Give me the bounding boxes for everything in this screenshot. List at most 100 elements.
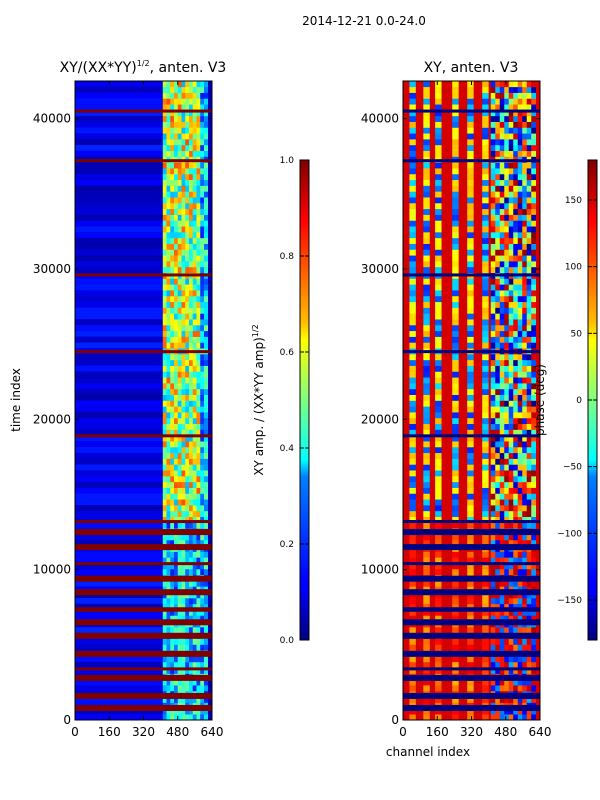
- phase-cell: [508, 98, 514, 105]
- phase-stripe-cell: [409, 470, 416, 477]
- phase-stripe-cell: [452, 441, 459, 448]
- amplitude-row-band: [75, 499, 163, 506]
- amplitude-cell: [196, 232, 201, 239]
- amplitude-cell: [188, 476, 194, 483]
- amplitude-cell: [177, 534, 182, 541]
- phase-stripe-cell: [482, 168, 489, 175]
- amplitude-cell: [200, 592, 205, 599]
- phase-cell: [526, 365, 532, 372]
- phase-stripe-cell: [467, 313, 474, 320]
- phase-stripe-cell: [467, 493, 474, 500]
- phase-cell: [495, 255, 501, 262]
- amplitude-cell: [188, 208, 194, 215]
- phase-cell: [531, 714, 537, 720]
- amplitude-cell: [196, 336, 201, 343]
- amplitude-cell: [174, 446, 179, 454]
- amplitude-masked-row: [75, 350, 212, 354]
- phase-cell: [499, 505, 505, 512]
- phase-stripe-cell: [452, 208, 459, 215]
- amplitude-cell: [188, 417, 194, 425]
- phase-cell: [490, 237, 496, 244]
- amplitude-cell: [181, 563, 186, 570]
- phase-stripe-cell: [482, 359, 489, 366]
- amplitude-cell: [162, 377, 167, 384]
- phase-cell: [517, 121, 523, 128]
- amplitude-cell: [177, 551, 182, 558]
- phase-stripe-cell: [467, 133, 474, 140]
- amplitude-cell: [162, 615, 167, 622]
- phase-cell: [526, 499, 532, 506]
- phase-cell: [504, 324, 510, 332]
- amplitude-cell: [203, 104, 209, 111]
- phase-stripe-cell: [435, 249, 442, 256]
- phase-cell: [522, 185, 528, 192]
- phase-cell: [522, 708, 528, 715]
- phase-stripe-cell: [482, 237, 489, 244]
- phase-cell: [504, 144, 510, 152]
- phase-cell: [504, 104, 510, 111]
- phase-cell: [517, 452, 523, 459]
- amplitude-cell: [174, 423, 179, 430]
- phase-cell: [508, 383, 514, 390]
- phase-stripe-cell: [467, 342, 474, 349]
- amplitude-cell: [174, 313, 179, 320]
- amplitude-cell: [181, 505, 186, 512]
- phase-stripe-cell: [435, 365, 442, 372]
- phase-cell: [504, 510, 510, 517]
- amplitude-cell: [203, 139, 209, 146]
- phase-cell: [504, 336, 510, 343]
- phase-cell: [504, 696, 510, 703]
- amplitude-cell: [203, 661, 209, 669]
- phase-cell: [513, 197, 519, 204]
- phase-cell: [522, 243, 528, 250]
- phase-stripe-cell: [435, 191, 442, 198]
- phase-cell: [504, 615, 510, 622]
- phase-cell: [522, 121, 528, 128]
- amplitude-cell: [196, 627, 201, 634]
- phase-cell: [531, 539, 537, 547]
- amplitude-cell: [185, 638, 190, 645]
- phase-cell: [495, 481, 501, 488]
- phase-cell: [513, 557, 519, 564]
- phase-cell: [526, 86, 532, 93]
- phase-cell: [495, 237, 501, 244]
- amplitude-cell: [196, 365, 201, 372]
- phase-cell: [490, 446, 496, 454]
- phase-stripe-cell: [435, 144, 442, 152]
- phase-cell: [517, 458, 523, 465]
- phase-cell: [504, 202, 510, 210]
- phase-cell: [517, 499, 523, 506]
- amplitude-cell: [177, 319, 182, 326]
- amplitude-cell: [203, 592, 209, 599]
- amplitude-row-band: [75, 139, 163, 145]
- amplitude-cell: [177, 208, 182, 215]
- phase-cell: [490, 609, 496, 616]
- phase-cell: [531, 429, 537, 436]
- phase-cell: [513, 383, 519, 390]
- amplitude-cell: [192, 139, 197, 146]
- phase-cell: [522, 104, 528, 111]
- phase-cell: [522, 481, 528, 488]
- amplitude-cell: [185, 679, 190, 686]
- amplitude-cell: [174, 412, 179, 419]
- phase-cell: [531, 458, 537, 465]
- amplitude-cell: [181, 179, 186, 186]
- phase-cell: [495, 127, 501, 134]
- amplitude-cell: [170, 539, 175, 547]
- amplitude-cell: [192, 551, 197, 558]
- amplitude-cell: [177, 324, 182, 332]
- phase-cell: [531, 446, 537, 454]
- amplitude-cell: [177, 539, 182, 547]
- amplitude-cell: [181, 435, 186, 442]
- phase-cell: [513, 330, 519, 337]
- phase-cell: [490, 191, 496, 198]
- amplitude-cell: [174, 371, 179, 378]
- phase-cell: [504, 522, 510, 529]
- phase-stripe-cell: [435, 603, 442, 610]
- phase-cell: [499, 173, 505, 181]
- amplitude-cell: [166, 261, 171, 268]
- amplitude-cell: [203, 510, 209, 517]
- amplitude-cell: [174, 133, 179, 140]
- amplitude-cell: [200, 557, 205, 564]
- phase-cell: [499, 249, 505, 256]
